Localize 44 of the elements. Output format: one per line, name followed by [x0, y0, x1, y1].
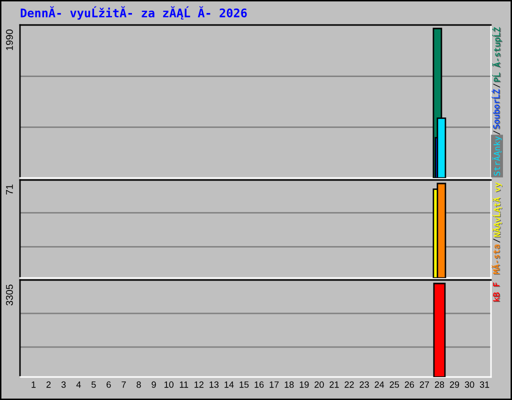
x-tick-label: 21: [330, 381, 339, 388]
x-tick-label: 16: [254, 381, 264, 388]
x-tick-label: 26: [404, 381, 414, 388]
x-tick-label: 10: [164, 381, 174, 388]
x-tick-label: 31: [480, 381, 490, 388]
x-tick-label: 12: [194, 381, 204, 388]
text: /: [493, 130, 500, 135]
x-tick-label: 6: [106, 381, 111, 388]
x-tick-label: 28: [434, 381, 444, 388]
x-tick-label: 18: [284, 381, 294, 388]
x-tick-label: 4: [76, 382, 81, 388]
x-tick-label: 30: [464, 381, 474, 388]
x-tick-label: 7: [122, 382, 126, 388]
x-tick-label: 24: [374, 381, 384, 388]
x-tick-label: 2: [46, 381, 51, 388]
x-tick-label: 1: [32, 382, 36, 388]
text: SouborĹŻ: [492, 89, 500, 130]
text: 1990: [6, 30, 13, 50]
text: 3305: [6, 284, 13, 306]
x-tick-label: 23: [360, 381, 369, 388]
text: /: [493, 238, 500, 243]
x-tick-label: 8: [136, 381, 141, 388]
x-tick-label: 11: [180, 382, 188, 388]
text: kB F: [492, 282, 500, 302]
chart-title: DennĂ- vyuĹžitĂ- za zĂĄĹ Ă- 2026: [20, 6, 247, 20]
text: PĹ Ă-stupĹŻ: [492, 27, 503, 82]
x-tick-label: 13: [210, 381, 219, 388]
x-tick-label: 20: [314, 381, 324, 388]
text: NĂĄvĹĄtÄ vy: [492, 182, 503, 238]
x-tick-label: 9: [152, 381, 156, 388]
x-tick-label: 22: [344, 381, 354, 388]
text: MĂ-sta: [492, 244, 500, 275]
x-tick-label: 25: [390, 381, 399, 388]
x-tick-label: 27: [420, 381, 429, 388]
x-tick-label: 19: [300, 381, 309, 388]
x-tick-label: 29: [450, 381, 460, 388]
text: /: [493, 84, 500, 88]
text: StrĂĄnky: [492, 136, 502, 176]
text: 71: [6, 184, 13, 194]
x-tick-label: 5: [92, 382, 96, 388]
x-tick-label: 14: [224, 382, 234, 388]
x-tick-label: 3: [61, 381, 66, 388]
x-tick-label: 17: [270, 382, 279, 388]
x-tick-label: 15: [240, 382, 249, 388]
